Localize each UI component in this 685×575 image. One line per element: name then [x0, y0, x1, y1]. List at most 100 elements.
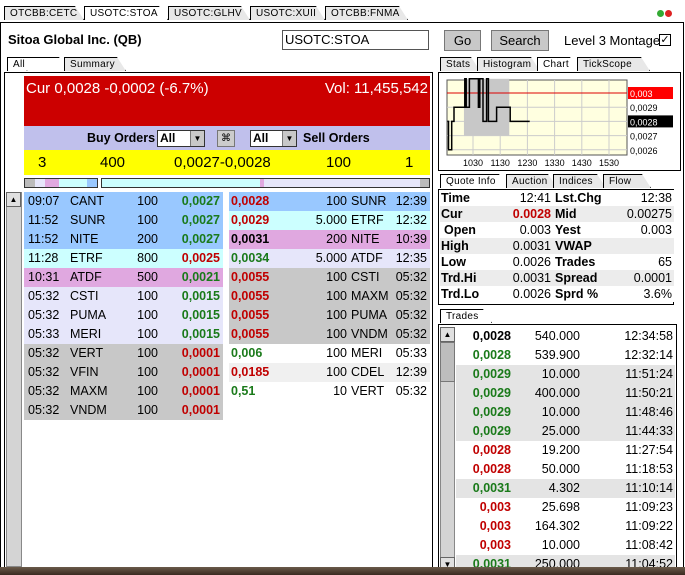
quote-value: 12:41: [519, 191, 551, 205]
sell-order-row[interactable]: 0,0055 100 MAXM 05:32: [229, 287, 430, 306]
sell-order-time: 05:32: [395, 308, 427, 322]
tab-usotc-xuii[interactable]: USOTC:XUII: [250, 6, 325, 20]
tab-otcbb-cetc[interactable]: OTCBB:CETC: [4, 6, 84, 20]
search-button[interactable]: Search: [491, 30, 549, 51]
sell-order-row[interactable]: 0,0055 100 PUMA 05:32: [229, 306, 430, 325]
trade-size: 10.000: [541, 538, 580, 552]
sell-order-row[interactable]: 0,0028 100 SUNR 12:39: [229, 192, 430, 211]
trades-scroll-thumb[interactable]: [440, 342, 455, 382]
trade-price: 0,003: [479, 538, 511, 552]
trade-row[interactable]: 0,0028 539.900 12:32:14: [456, 346, 675, 365]
sell-depth-bar: [101, 178, 430, 188]
sell-filter-select[interactable]: All ▼: [250, 130, 297, 147]
tab-histogram[interactable]: Histogram: [477, 57, 540, 71]
trade-row[interactable]: 0,003 164.302 11:09:22: [456, 517, 675, 536]
trade-row[interactable]: 0,0029 25.000 11:44:33: [456, 422, 675, 441]
orders-scrollbar[interactable]: [6, 192, 22, 567]
tab-indices[interactable]: Indices: [553, 174, 606, 188]
tab-auction[interactable]: Auction: [506, 174, 557, 188]
buy-order-row[interactable]: 05:32 VNDM 100 0,0001: [24, 401, 223, 420]
tab-otcbb-fnma[interactable]: OTCBB:FNMA: [325, 6, 408, 20]
trade-row[interactable]: 0,003 25.698 11:09:23: [456, 498, 675, 517]
buy-order-mm: NITE: [70, 232, 99, 246]
quote-row: Trd.Hi 0.0031 Spread 0.0001: [440, 270, 674, 286]
chevron-down-icon: ▼: [190, 131, 204, 146]
sell-order-row[interactable]: 0,0034 5.000 ATDF 12:35: [229, 249, 430, 268]
trade-time: 12:34:58: [624, 329, 673, 343]
price-banner: Cur 0,0028 -0,0002 (-6.7%) Vol: 11,455,5…: [24, 76, 430, 126]
buy-order-price: 0,0015: [181, 308, 220, 322]
buy-size: 400: [100, 154, 126, 171]
tab-usotc-stoa[interactable]: USOTC:STOA: [84, 6, 168, 20]
buy-order-row[interactable]: 09:07 CANT 100 0,0027: [24, 192, 223, 211]
buy-order-size: 100: [137, 384, 158, 398]
y-tick-label: 0,003: [630, 89, 653, 99]
buy-order-size: 800: [137, 251, 158, 265]
window-close-icon[interactable]: [665, 10, 672, 17]
trade-row[interactable]: 0,0029 10.000 11:51:24: [456, 365, 675, 384]
y-tick-label: 0,0028: [630, 117, 658, 127]
buy-order-row[interactable]: 11:52 NITE 200 0,0027: [24, 230, 223, 249]
buy-order-time: 05:32: [28, 308, 60, 322]
buy-order-row[interactable]: 05:33 MERI 100 0,0015: [24, 325, 223, 344]
sell-order-size: 10: [333, 384, 347, 398]
sell-order-row[interactable]: 0,0031 200 NITE 10:39: [229, 230, 430, 249]
scroll-up-icon[interactable]: ▲: [440, 327, 455, 342]
buy-order-row[interactable]: 11:28 ETRF 800 0,0025: [24, 249, 223, 268]
trade-row[interactable]: 0,0031 4.302 11:10:14: [456, 479, 675, 498]
buy-filter-select[interactable]: All ▼: [157, 130, 205, 147]
buy-order-row[interactable]: 05:32 CSTI 100 0,0015: [24, 287, 223, 306]
buy-order-size: 200: [137, 232, 158, 246]
symbol-input[interactable]: USOTC:STOA: [282, 30, 429, 50]
trade-row[interactable]: 0,0029 10.000 11:48:46: [456, 403, 675, 422]
quote-row: Open 0.003 Yest 0.003: [440, 222, 674, 238]
trade-row[interactable]: 0,003 10.000 11:08:42: [456, 536, 675, 555]
tab-trades[interactable]: Trades: [440, 309, 492, 323]
tab-tickscope[interactable]: TickScope: [577, 57, 650, 71]
sell-order-row[interactable]: 0,0029 5.000 ETRF 12:32: [229, 211, 430, 230]
buy-order-row[interactable]: 05:32 VERT 100 0,0001: [24, 344, 223, 363]
trade-size: 25.000: [541, 424, 580, 438]
sell-order-time: 05:32: [395, 270, 427, 284]
buy-order-size: 100: [137, 365, 158, 379]
sell-order-row[interactable]: 0,006 100 MERI 05:33: [229, 344, 430, 363]
sell-order-time: 12:32: [395, 213, 427, 227]
sell-order-row[interactable]: 0,51 10 VERT 05:32: [229, 382, 430, 401]
trade-row[interactable]: 0,0028 540.000 12:34:58: [456, 327, 675, 346]
sell-order-mm: NITE: [351, 232, 380, 246]
buy-order-row[interactable]: 10:31 ATDF 500 0,0021: [24, 268, 223, 287]
buy-order-price: 0,0027: [181, 213, 220, 227]
buy-order-size: 100: [137, 308, 158, 322]
buy-order-price: 0,0025: [181, 251, 220, 265]
sell-order-row[interactable]: 0,0055 100 VNDM 05:32: [229, 325, 430, 344]
buy-order-size: 100: [137, 194, 158, 208]
tab-all-orders[interactable]: All orders: [7, 57, 68, 71]
sell-order-row[interactable]: 0,0055 100 CSTI 05:32: [229, 268, 430, 287]
buy-order-price: 0,0027: [181, 194, 220, 208]
trade-row[interactable]: 0,0028 50.000 11:18:53: [456, 460, 675, 479]
quote-value: 12:38: [640, 191, 672, 205]
buy-order-row[interactable]: 05:32 VFIN 100 0,0001: [24, 363, 223, 382]
buy-order-row[interactable]: 05:32 PUMA 100 0,0015: [24, 306, 223, 325]
trade-row[interactable]: 0,0028 19.200 11:27:54: [456, 441, 675, 460]
buy-order-price: 0,0015: [181, 327, 220, 341]
tab-summary[interactable]: Summary: [64, 57, 126, 71]
trade-time: 11:27:54: [625, 443, 673, 457]
tab-usotc-glhv[interactable]: USOTC:GLHV: [168, 6, 250, 20]
buy-order-time: 11:52: [28, 213, 59, 227]
sell-order-row[interactable]: 0,0185 100 CDEL 12:39: [229, 363, 430, 382]
buy-order-time: 05:32: [28, 384, 60, 398]
quote-value: 0.0026: [512, 287, 551, 301]
link-icon[interactable]: ⌘: [217, 130, 235, 147]
level3-checkbox[interactable]: ✓: [659, 34, 671, 46]
tab-quote-info[interactable]: Quote Info: [440, 174, 508, 188]
trade-size: 539.900: [534, 348, 580, 362]
buy-order-row[interactable]: 11:52 SUNR 100 0,0027: [24, 211, 223, 230]
trade-row[interactable]: 0,0029 400.000 11:50:21: [456, 384, 675, 403]
sell-order-price: 0,0031: [231, 232, 270, 246]
go-button[interactable]: Go: [444, 30, 481, 51]
sell-order-time: 05:32: [395, 289, 427, 303]
buy-order-mm: PUMA: [70, 308, 107, 322]
buy-order-row[interactable]: 05:32 MAXM 100 0,0001: [24, 382, 223, 401]
scroll-up-icon[interactable]: ▲: [6, 192, 21, 207]
